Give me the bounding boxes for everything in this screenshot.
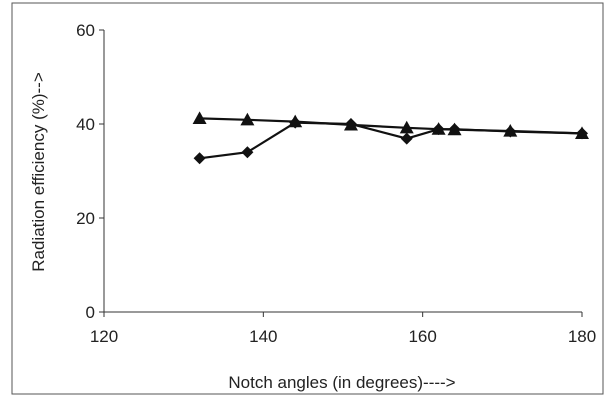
ticks: 0 20 40 60 120 140 160 180 — [76, 21, 596, 346]
triangle-point — [288, 114, 303, 128]
y-axis-title: Radiation efficiency (%)--> — [29, 72, 48, 272]
y-tick-label: 0 — [86, 303, 95, 322]
x-tick-label: 140 — [249, 327, 277, 346]
triangle-point — [192, 111, 207, 124]
diamond-point — [241, 146, 254, 159]
triangle-point — [575, 126, 589, 139]
y-tick-label: 20 — [76, 209, 95, 228]
x-tick-label: 120 — [90, 327, 118, 346]
triangle-point — [431, 122, 446, 135]
triangle-point — [399, 120, 414, 134]
y-tick-label: 60 — [76, 21, 95, 40]
triangle-point — [343, 117, 358, 131]
x-tick-label: 180 — [568, 327, 596, 346]
series-2 — [192, 111, 589, 139]
triangle-point — [447, 122, 462, 136]
axes — [103, 30, 582, 313]
x-tick-label: 160 — [408, 327, 436, 346]
diamond-point — [400, 132, 413, 145]
series-group — [192, 111, 589, 165]
y-tick-label: 40 — [76, 115, 95, 134]
diamond-point — [193, 152, 206, 165]
triangle-point — [503, 124, 518, 137]
x-axis-title: Notch angles (in degrees)----> — [228, 373, 455, 392]
triangle-point — [240, 112, 255, 126]
chart-border — [11, 2, 604, 395]
